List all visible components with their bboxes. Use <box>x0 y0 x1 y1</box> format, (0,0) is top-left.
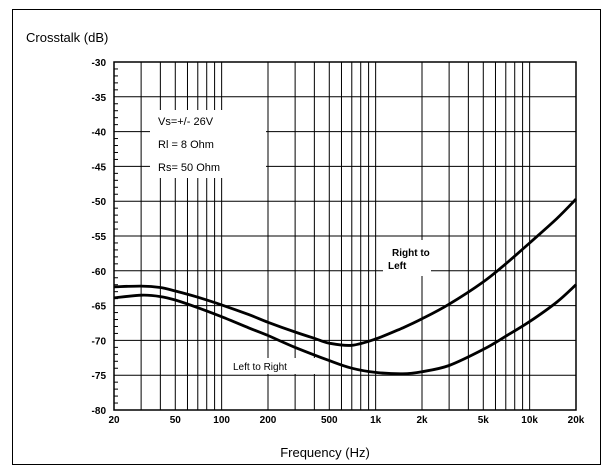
y-tick-labels: -30 -35 -40 -45 -50 -55 -60 -65 -70 -75 -80 <box>92 58 107 417</box>
y-tick-label: -70 <box>92 336 107 347</box>
x-tick-label: 2k <box>416 415 428 426</box>
condition-text: Vs=+/- 26V <box>158 116 214 128</box>
y-tick-label: -80 <box>92 406 107 417</box>
grid-lines <box>114 62 576 410</box>
plot-border <box>113 61 577 411</box>
right-to-left-label: Right to <box>392 248 430 259</box>
series-line-0 <box>113 198 578 347</box>
y-tick-label: -50 <box>92 197 107 208</box>
y-tick-label: -65 <box>92 302 107 313</box>
x-axis-title: Frequency (Hz) <box>280 445 370 460</box>
condition-text: Rl = 8 Ohm <box>158 139 214 151</box>
y-tick-label: -45 <box>92 162 107 173</box>
y-tick-label: -35 <box>92 93 107 104</box>
right-to-left-label: Left <box>388 261 407 272</box>
y-tick-label: -60 <box>92 267 107 278</box>
y-tick-label: -40 <box>92 128 107 139</box>
x-tick-label: 1k <box>370 415 382 426</box>
left-to-right-label: Left to Right <box>233 362 287 373</box>
series-lines <box>113 198 578 376</box>
conditions-box <box>150 110 266 178</box>
y-tick-label: -30 <box>92 58 107 69</box>
series-line-1 <box>113 283 577 376</box>
x-tick-label: 500 <box>321 415 338 426</box>
right-to-left-box <box>383 240 431 276</box>
condition-text: Rs= 50 Ohm <box>158 162 220 174</box>
y-tick-label: -75 <box>92 371 107 382</box>
left-to-right-box <box>226 358 316 374</box>
x-tick-label: 20k <box>568 415 585 426</box>
x-tick-label: 50 <box>170 415 182 426</box>
y-axis-title: Crosstalk (dB) <box>26 30 108 45</box>
x-tick-label: 20 <box>108 415 120 426</box>
annotations: Vs=+/- 26V Rl = 8 Ohm Rs= 50 Ohm Right to Le… <box>150 110 431 374</box>
y-tick-label: -55 <box>92 232 107 243</box>
x-tick-labels: 20 50 100 200 500 1k 2k 5k 10k 20k <box>108 415 584 426</box>
x-tick-label: 100 <box>213 415 230 426</box>
chart-frame <box>12 9 601 465</box>
x-tick-label: 5k <box>478 415 490 426</box>
x-tick-label: 200 <box>260 415 277 426</box>
x-tick-label: 10k <box>521 415 538 426</box>
